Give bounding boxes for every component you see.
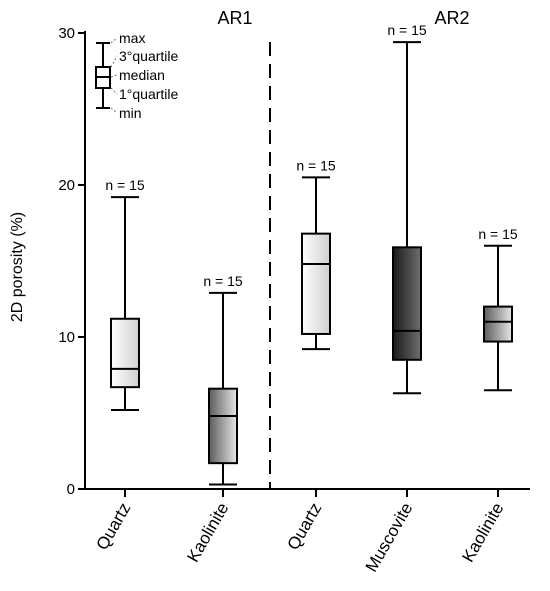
box-iqr	[110, 317, 140, 389]
boxes-layer: n = 15 n = 15 n = 15 n = 15 n = 15	[105, 22, 518, 486]
box-legend: max 3°quartile median 1°quartile min	[95, 30, 179, 121]
box-iqr	[301, 232, 331, 335]
legend-label: median	[119, 67, 165, 83]
legend-label: max	[119, 30, 145, 46]
x-tick-label: Quartz	[92, 500, 134, 554]
y-tick-label: 10	[58, 329, 75, 346]
box-kaolinite: n = 15	[478, 226, 518, 392]
x-tick-label: Kaolinite	[458, 500, 507, 566]
legend-label: 3°quartile	[119, 48, 179, 64]
y-tick-label: 30	[58, 25, 75, 42]
box-iqr	[392, 246, 422, 361]
group-label: AR1	[217, 8, 252, 28]
x-tick-label: Kaolinite	[183, 500, 232, 566]
y-tick-label: 20	[58, 177, 75, 194]
legend-leader	[110, 55, 118, 68]
box-iqr	[208, 387, 238, 465]
legend-label: 1°quartile	[119, 86, 179, 102]
n-label: n = 15	[387, 22, 427, 38]
legend-leader	[110, 87, 118, 95]
box-quartz: n = 15	[105, 177, 145, 411]
legend-leader	[110, 107, 118, 114]
legend-leader	[110, 74, 118, 78]
legend-label: min	[119, 105, 142, 121]
x-tick-label: Quartz	[283, 500, 325, 554]
group-label: AR2	[434, 8, 469, 28]
y-axis-label: 2D porosity (%)	[9, 212, 26, 322]
x-tick-label: Muscovite	[362, 500, 417, 576]
box-iqr	[483, 305, 513, 343]
n-label: n = 15	[296, 157, 336, 173]
legend-leader	[110, 37, 118, 44]
box-quartz: n = 15	[296, 157, 336, 351]
box-kaolinite: n = 15	[203, 273, 243, 486]
y-tick-label: 0	[67, 481, 75, 498]
n-label: n = 15	[203, 273, 243, 289]
n-label: n = 15	[478, 226, 518, 242]
box-muscovite: n = 15	[387, 22, 427, 395]
n-label: n = 15	[105, 177, 145, 193]
